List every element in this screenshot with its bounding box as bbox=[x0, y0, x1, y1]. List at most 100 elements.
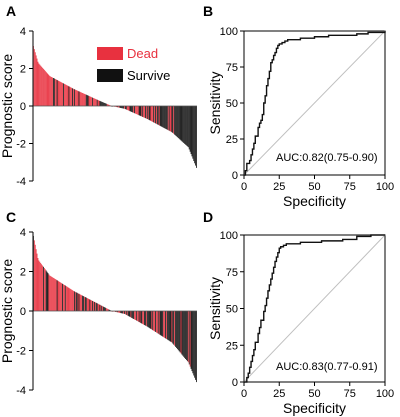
bar-160 bbox=[178, 106, 180, 139]
bar-6 bbox=[38, 63, 40, 106]
bar-22 bbox=[53, 78, 54, 106]
bar-20 bbox=[51, 276, 53, 311]
bar-92 bbox=[116, 311, 118, 313]
bar-103 bbox=[126, 311, 128, 316]
bar-40 bbox=[69, 288, 71, 311]
y-tick-label-1: 25 bbox=[226, 340, 238, 352]
bar-58 bbox=[85, 297, 87, 311]
bar-130 bbox=[151, 106, 153, 122]
bar-73 bbox=[99, 100, 101, 106]
bar-45 bbox=[74, 89, 75, 106]
bar-117 bbox=[139, 311, 141, 323]
bar-24 bbox=[54, 279, 56, 311]
bar-143 bbox=[163, 106, 165, 128]
bar-126 bbox=[147, 106, 149, 120]
bar-25 bbox=[55, 79, 57, 106]
bar-163 bbox=[181, 311, 183, 355]
bar-67 bbox=[94, 98, 95, 106]
bar-68 bbox=[94, 302, 96, 311]
bar-166 bbox=[184, 106, 186, 144]
bar-137 bbox=[157, 311, 159, 334]
bar-156 bbox=[175, 311, 176, 347]
bar-4 bbox=[36, 253, 38, 311]
bar-156 bbox=[175, 106, 176, 136]
bar-138 bbox=[158, 311, 160, 335]
bar-102 bbox=[125, 106, 127, 110]
bar-144 bbox=[164, 106, 166, 129]
bar-97 bbox=[121, 106, 123, 109]
bar-131 bbox=[152, 106, 154, 122]
x-tick-label-4: 100 bbox=[376, 388, 394, 400]
bar-72 bbox=[98, 304, 100, 311]
bar-157 bbox=[176, 106, 177, 137]
bar-76 bbox=[102, 102, 104, 106]
bar-52 bbox=[80, 294, 82, 311]
bar-107 bbox=[130, 106, 132, 112]
y-axis-label: Sensitivity bbox=[207, 277, 223, 340]
y-tick-label-3: 75 bbox=[226, 62, 238, 74]
bar-172 bbox=[189, 106, 191, 152]
bar-108 bbox=[131, 311, 133, 318]
bar-109 bbox=[132, 311, 134, 319]
bar-119 bbox=[141, 311, 143, 324]
y-tick-label-3: 2 bbox=[20, 267, 26, 279]
x-tick-label-3: 75 bbox=[344, 388, 356, 400]
bar-148 bbox=[167, 311, 169, 341]
bar-27 bbox=[57, 80, 59, 106]
bar-154 bbox=[173, 311, 175, 345]
bar-96 bbox=[120, 311, 122, 314]
bar-20 bbox=[51, 77, 53, 106]
bar-69 bbox=[95, 302, 97, 311]
bar-153 bbox=[172, 311, 174, 344]
bar-106 bbox=[129, 311, 131, 317]
bar-114 bbox=[136, 311, 138, 322]
reference-diagonal bbox=[243, 234, 386, 383]
y-axis-label: Prognostic score bbox=[0, 54, 15, 158]
bar-157 bbox=[176, 311, 177, 348]
x-tick-label-0: 0 bbox=[241, 388, 247, 400]
bar-33 bbox=[63, 83, 64, 106]
bar-120 bbox=[142, 106, 144, 117]
bar-53 bbox=[81, 295, 83, 311]
bar-161 bbox=[179, 106, 181, 140]
bar-124 bbox=[145, 311, 147, 327]
bar-64 bbox=[91, 97, 93, 106]
bar-62 bbox=[89, 299, 91, 311]
bar-115 bbox=[137, 311, 139, 322]
bar-142 bbox=[162, 106, 164, 128]
bar-112 bbox=[135, 106, 136, 114]
bar-28 bbox=[58, 281, 60, 311]
bar-170 bbox=[187, 106, 189, 148]
bar-4 bbox=[36, 58, 38, 106]
auc-annotation: AUC:0.82(0.75-0.90) bbox=[276, 152, 378, 164]
bar-21 bbox=[52, 77, 53, 106]
bar-63 bbox=[90, 299, 92, 311]
bar-57 bbox=[84, 297, 86, 311]
bar-95 bbox=[119, 106, 121, 108]
bar-33 bbox=[63, 284, 64, 311]
bar-78 bbox=[104, 307, 105, 311]
bar-167 bbox=[185, 106, 186, 145]
bar-68 bbox=[94, 98, 96, 106]
x-tick-label-1: 25 bbox=[273, 181, 285, 193]
x-tick-label-0: 0 bbox=[241, 181, 247, 193]
bar-142 bbox=[162, 311, 164, 337]
bar-172 bbox=[189, 311, 191, 367]
y-tick-label-1: 25 bbox=[226, 134, 238, 146]
bar-1 bbox=[33, 240, 35, 311]
bar-93 bbox=[117, 311, 119, 313]
bar-152 bbox=[171, 106, 173, 133]
bar-14 bbox=[45, 71, 47, 106]
bar-2 bbox=[34, 244, 36, 311]
bar-151 bbox=[170, 106, 172, 132]
bar-7 bbox=[39, 261, 41, 311]
bar-146 bbox=[166, 106, 167, 130]
bar-102 bbox=[125, 311, 127, 315]
bar-38 bbox=[67, 85, 69, 106]
bar-96 bbox=[120, 106, 122, 108]
bar-8 bbox=[40, 65, 42, 106]
bar-34 bbox=[63, 284, 65, 311]
bar-42 bbox=[71, 289, 73, 311]
bar-104 bbox=[127, 106, 129, 111]
bar-81 bbox=[106, 308, 108, 311]
